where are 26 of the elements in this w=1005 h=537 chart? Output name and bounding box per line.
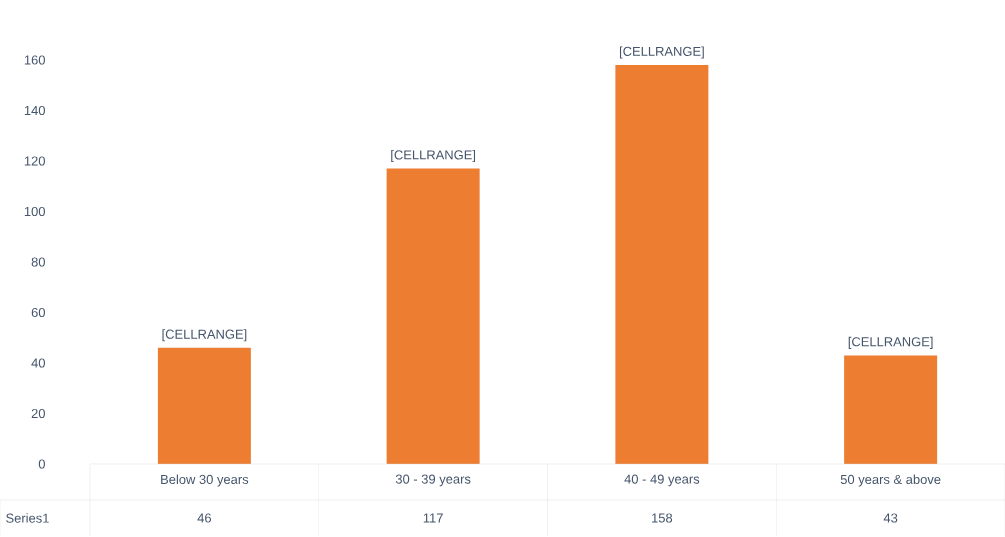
- bar: [844, 355, 938, 464]
- y-tick-label: 60: [31, 307, 45, 318]
- y-tick-label: 160: [24, 55, 45, 65]
- y-tick-label: 0: [38, 459, 45, 469]
- bar: [386, 168, 480, 464]
- x-tick-label: Below 30 years: [161, 474, 249, 487]
- y-tick-label: 140: [24, 105, 45, 116]
- text: Series1: [6, 513, 49, 523]
- bar: [157, 347, 251, 464]
- data-label: 46: [197, 513, 212, 523]
- data-label: 117: [423, 513, 443, 523]
- x-tick-label: 40 - 49 years: [624, 474, 700, 487]
- bar: [615, 65, 709, 464]
- annotation: [CELLRANGE]: [162, 329, 247, 342]
- x-tick-label: 50 years & above: [840, 474, 941, 487]
- y-tick-label: 120: [24, 156, 45, 166]
- y-tick-label: 20: [31, 408, 45, 419]
- y-tick-label: 40: [31, 358, 45, 368]
- y-tick-label: 80: [31, 257, 45, 267]
- annotation: [CELLRANGE]: [619, 46, 704, 59]
- x-tick-label: 30 - 39 years: [395, 474, 471, 487]
- annotation: [CELLRANGE]: [391, 149, 476, 163]
- data-label: 43: [883, 513, 898, 523]
- y-tick-label: 100: [24, 206, 45, 217]
- data-label: 158: [652, 513, 673, 523]
- annotation: [CELLRANGE]: [848, 336, 933, 349]
